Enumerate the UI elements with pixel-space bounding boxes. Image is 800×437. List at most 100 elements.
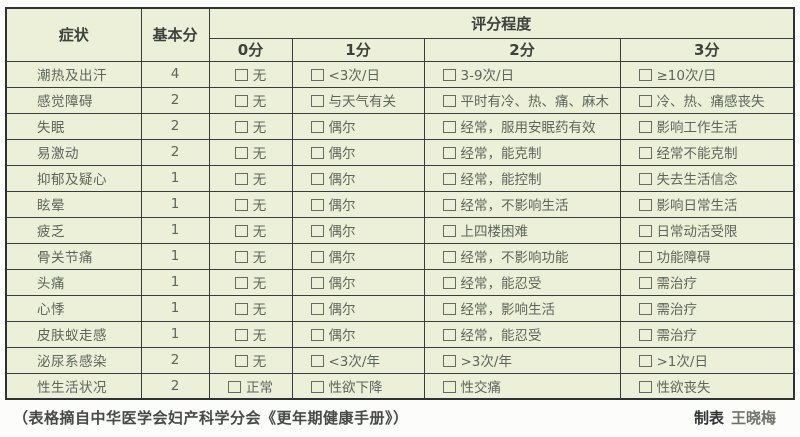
option-cell: 无 bbox=[208, 268, 293, 296]
option-cell: 需治疗 bbox=[619, 294, 795, 322]
checkbox-icon[interactable] bbox=[310, 225, 324, 237]
checkbox-icon[interactable] bbox=[234, 199, 248, 211]
checkbox-icon[interactable] bbox=[442, 225, 456, 237]
checkbox-icon[interactable] bbox=[310, 199, 324, 211]
checkbox-icon[interactable] bbox=[638, 329, 652, 341]
checkbox-icon[interactable] bbox=[234, 329, 248, 341]
checkbox-icon[interactable] bbox=[638, 121, 652, 133]
checkbox-icon[interactable] bbox=[310, 380, 324, 393]
checkbox-icon[interactable] bbox=[638, 173, 652, 185]
checkbox-icon[interactable] bbox=[310, 303, 324, 315]
base-score-cell: 1 bbox=[140, 164, 210, 192]
checkbox-icon[interactable] bbox=[442, 251, 456, 263]
symptom-cell: 皮肤蚁走感 bbox=[5, 320, 142, 348]
checkbox-icon[interactable] bbox=[310, 329, 324, 341]
header-row-top: 症状 基本分 评分程度 bbox=[5, 7, 795, 62]
checkbox-icon[interactable] bbox=[442, 95, 456, 107]
option-label: 偶尔 bbox=[328, 146, 356, 162]
option-label: 无 bbox=[252, 172, 267, 188]
base-score-cell: 1 bbox=[140, 242, 210, 270]
checkbox-icon[interactable] bbox=[442, 303, 456, 315]
checkbox-icon[interactable] bbox=[234, 95, 248, 107]
option-label: 经常不能克制 bbox=[656, 146, 738, 162]
checkbox-icon[interactable] bbox=[234, 147, 248, 159]
checkbox-icon[interactable] bbox=[310, 277, 324, 289]
checkbox-icon[interactable] bbox=[310, 69, 324, 81]
option-label: 偶尔 bbox=[328, 172, 356, 188]
checkbox-icon[interactable] bbox=[234, 121, 248, 133]
option-label: 无 bbox=[252, 224, 267, 240]
checkbox-icon[interactable] bbox=[234, 225, 248, 237]
checkbox-icon[interactable] bbox=[442, 199, 456, 211]
option-label: 性欲下降 bbox=[328, 379, 383, 396]
checkbox-icon[interactable] bbox=[310, 251, 324, 263]
symptom-cell: 易激动 bbox=[5, 138, 142, 166]
option-cell: 性交痛 bbox=[423, 372, 621, 400]
option-label: 需治疗 bbox=[656, 328, 698, 344]
header-score-1: 1分 bbox=[291, 37, 425, 62]
option-label: 需治疗 bbox=[656, 302, 698, 318]
checkbox-icon[interactable] bbox=[228, 380, 241, 393]
option-label: 偶尔 bbox=[328, 120, 356, 136]
checkbox-icon[interactable] bbox=[638, 225, 652, 237]
base-score-cell: 2 bbox=[140, 372, 210, 400]
checkbox-icon[interactable] bbox=[310, 173, 324, 185]
option-label: 经常，影响生活 bbox=[460, 302, 556, 318]
checkbox-icon[interactable] bbox=[442, 380, 456, 393]
checkbox-icon[interactable] bbox=[310, 121, 324, 133]
option-label: 日常动活受限 bbox=[656, 224, 738, 240]
checkbox-icon[interactable] bbox=[442, 69, 456, 81]
symptom-cell: 失眠 bbox=[5, 112, 142, 140]
checkbox-icon[interactable] bbox=[234, 69, 248, 81]
option-label: 偶尔 bbox=[328, 302, 356, 318]
checkbox-icon[interactable] bbox=[310, 355, 324, 367]
checkbox-icon[interactable] bbox=[310, 95, 324, 107]
option-cell: 与天气有关 bbox=[291, 86, 425, 114]
checkbox-icon[interactable] bbox=[442, 277, 456, 289]
option-cell: 功能障碍 bbox=[619, 242, 795, 270]
option-cell: >1次/日 bbox=[619, 346, 795, 374]
checkbox-icon[interactable] bbox=[234, 277, 248, 289]
checkbox-icon[interactable] bbox=[234, 303, 248, 315]
table-row: 感觉障碍 2 无 与天气有关 平时有冷、热、痛、麻木 冷、热、痛感丧失 bbox=[5, 86, 795, 114]
symptom-cell: 性生活状况 bbox=[5, 372, 142, 400]
option-cell: 上四楼困难 bbox=[423, 216, 621, 244]
option-cell: 经常，能忍受 bbox=[423, 320, 621, 348]
option-cell: 正常 bbox=[208, 372, 293, 400]
base-score-cell: 2 bbox=[140, 346, 210, 374]
option-label: 失去生活信念 bbox=[656, 172, 738, 188]
table-row: 泌尿系感染 2 无 <3次/年 >3次/年 >1次/日 bbox=[5, 346, 795, 374]
checkbox-icon[interactable] bbox=[638, 251, 652, 263]
checkbox-icon[interactable] bbox=[638, 147, 652, 159]
option-label: 无 bbox=[252, 198, 267, 214]
checkbox-icon[interactable] bbox=[442, 355, 456, 367]
option-cell: 无 bbox=[208, 138, 293, 166]
checkbox-icon[interactable] bbox=[638, 303, 652, 315]
checkbox-icon[interactable] bbox=[638, 199, 652, 211]
option-cell: 偶尔 bbox=[291, 242, 425, 270]
checkbox-icon[interactable] bbox=[234, 355, 248, 367]
checkbox-icon[interactable] bbox=[638, 95, 652, 107]
option-cell: 无 bbox=[208, 320, 293, 348]
option-cell: <3次/年 bbox=[291, 346, 425, 374]
header-row-sub: 0分 1分 2分 3分 bbox=[6, 37, 795, 62]
checkbox-icon[interactable] bbox=[638, 277, 652, 289]
checkbox-icon[interactable] bbox=[638, 69, 652, 81]
checkbox-icon[interactable] bbox=[234, 173, 248, 185]
checkbox-icon[interactable] bbox=[442, 173, 456, 185]
checkbox-icon[interactable] bbox=[442, 329, 456, 341]
checkbox-icon[interactable] bbox=[442, 121, 456, 133]
option-cell: 偶尔 bbox=[291, 190, 425, 218]
symptom-cell: 心悸 bbox=[5, 294, 142, 322]
checkbox-icon[interactable] bbox=[638, 355, 652, 367]
table-row: 眩晕 1 无 偶尔 经常，不影响生活 影响日常生活 bbox=[5, 190, 795, 218]
checkbox-icon[interactable] bbox=[638, 380, 652, 393]
symptom-cell: 潮热及出汗 bbox=[5, 60, 142, 88]
checkbox-icon[interactable] bbox=[310, 147, 324, 159]
checkbox-icon[interactable] bbox=[234, 251, 248, 263]
checkbox-icon[interactable] bbox=[442, 147, 456, 159]
option-cell: 经常，不影响生活 bbox=[423, 190, 621, 218]
option-label: 无 bbox=[252, 328, 267, 344]
table-row: 抑郁及疑心 1 无 偶尔 经常，能控制 失去生活信念 bbox=[5, 164, 795, 192]
option-label: 偶尔 bbox=[328, 276, 356, 292]
